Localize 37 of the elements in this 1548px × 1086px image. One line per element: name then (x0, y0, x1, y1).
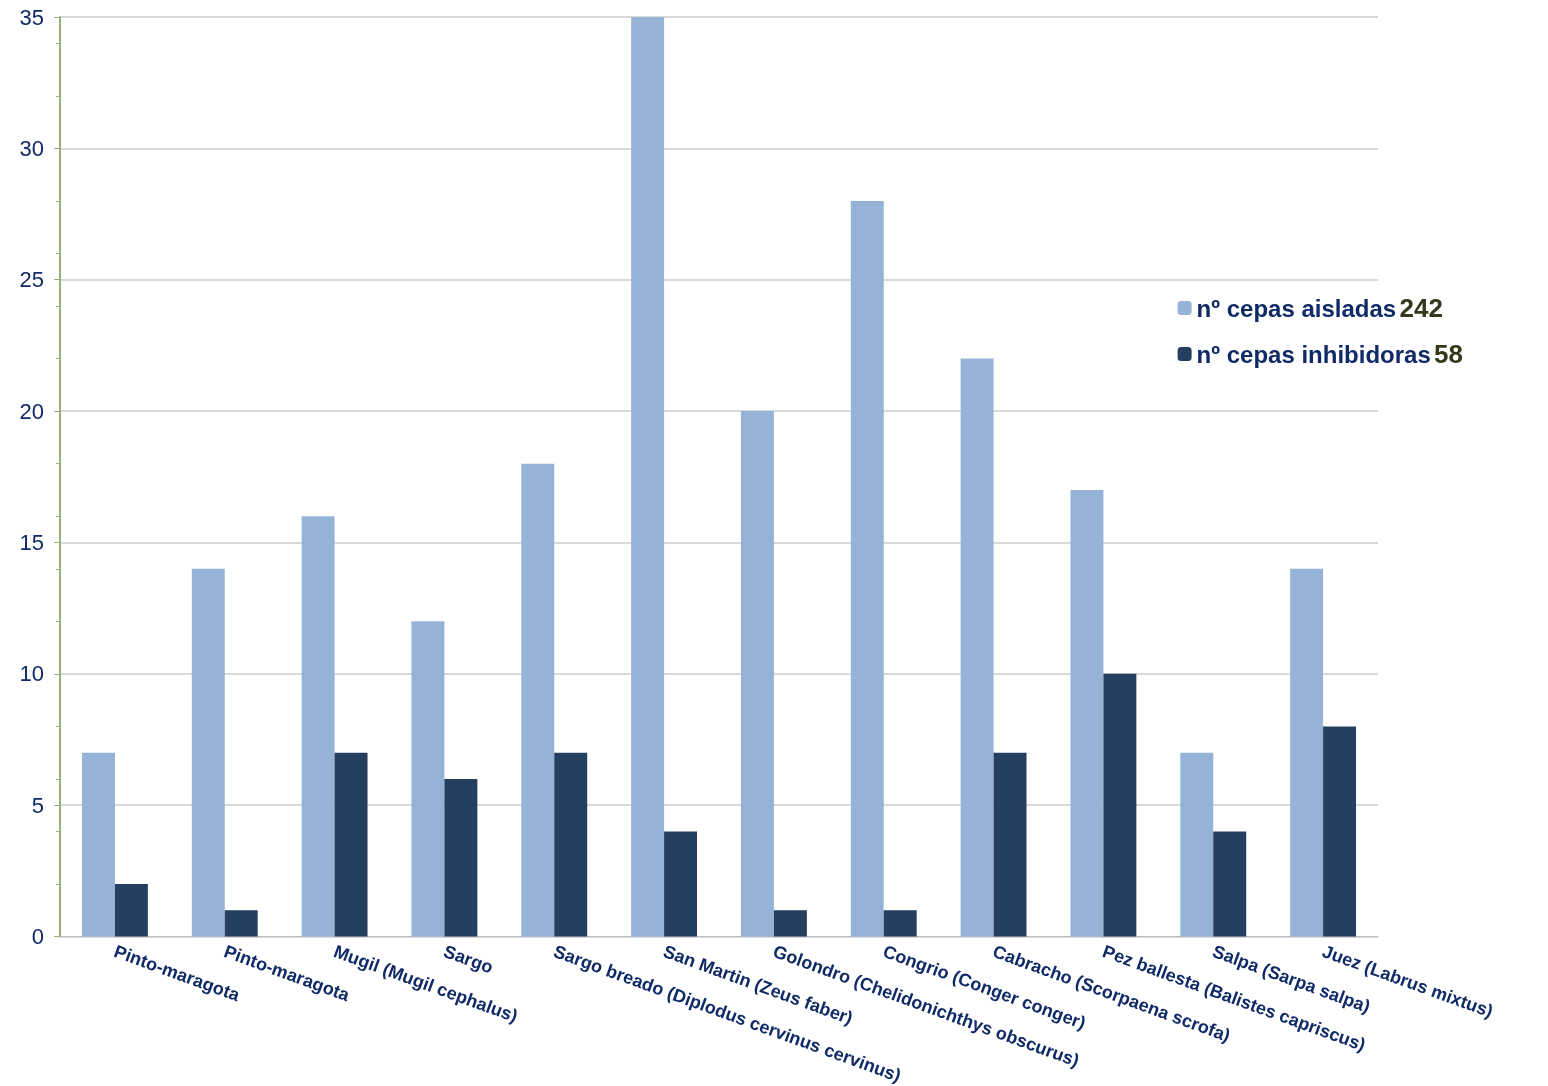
bar (81, 752, 115, 937)
bar (444, 778, 478, 937)
bar (224, 910, 258, 937)
bar (631, 17, 665, 937)
bar (521, 463, 555, 937)
bar (301, 516, 335, 937)
y-tick-label: 25 (19, 267, 44, 293)
bar (554, 752, 588, 937)
bar (1070, 489, 1104, 937)
x-tick-label: Sargo (441, 941, 496, 978)
y-tick-label: 30 (19, 135, 44, 161)
text: 242 (1399, 293, 1443, 323)
bar (1323, 726, 1357, 937)
legend-label: nº cepas inhibidoras (1196, 340, 1431, 368)
bar (773, 910, 807, 937)
bar (1290, 568, 1324, 937)
bar (411, 621, 445, 937)
bar (850, 200, 884, 937)
bar (960, 358, 994, 937)
y-tick-label: 0 (31, 924, 44, 950)
y-tick-label: 20 (19, 398, 44, 424)
bar (883, 910, 917, 937)
y-tick-label: 5 (31, 792, 44, 818)
bar (191, 568, 225, 937)
legend-label: nº cepas aisladas (1196, 294, 1397, 322)
bar (114, 884, 148, 937)
bar (1213, 831, 1247, 937)
bar (993, 752, 1027, 937)
bar (1180, 752, 1214, 937)
y-tick-label: 15 (19, 530, 44, 555)
bar (740, 411, 774, 937)
bar (334, 752, 368, 937)
bar (1103, 673, 1137, 937)
bar (664, 831, 698, 937)
y-tick-label: 10 (19, 661, 44, 687)
y-tick-label: 35 (19, 4, 44, 30)
text: 58 (1434, 339, 1463, 369)
